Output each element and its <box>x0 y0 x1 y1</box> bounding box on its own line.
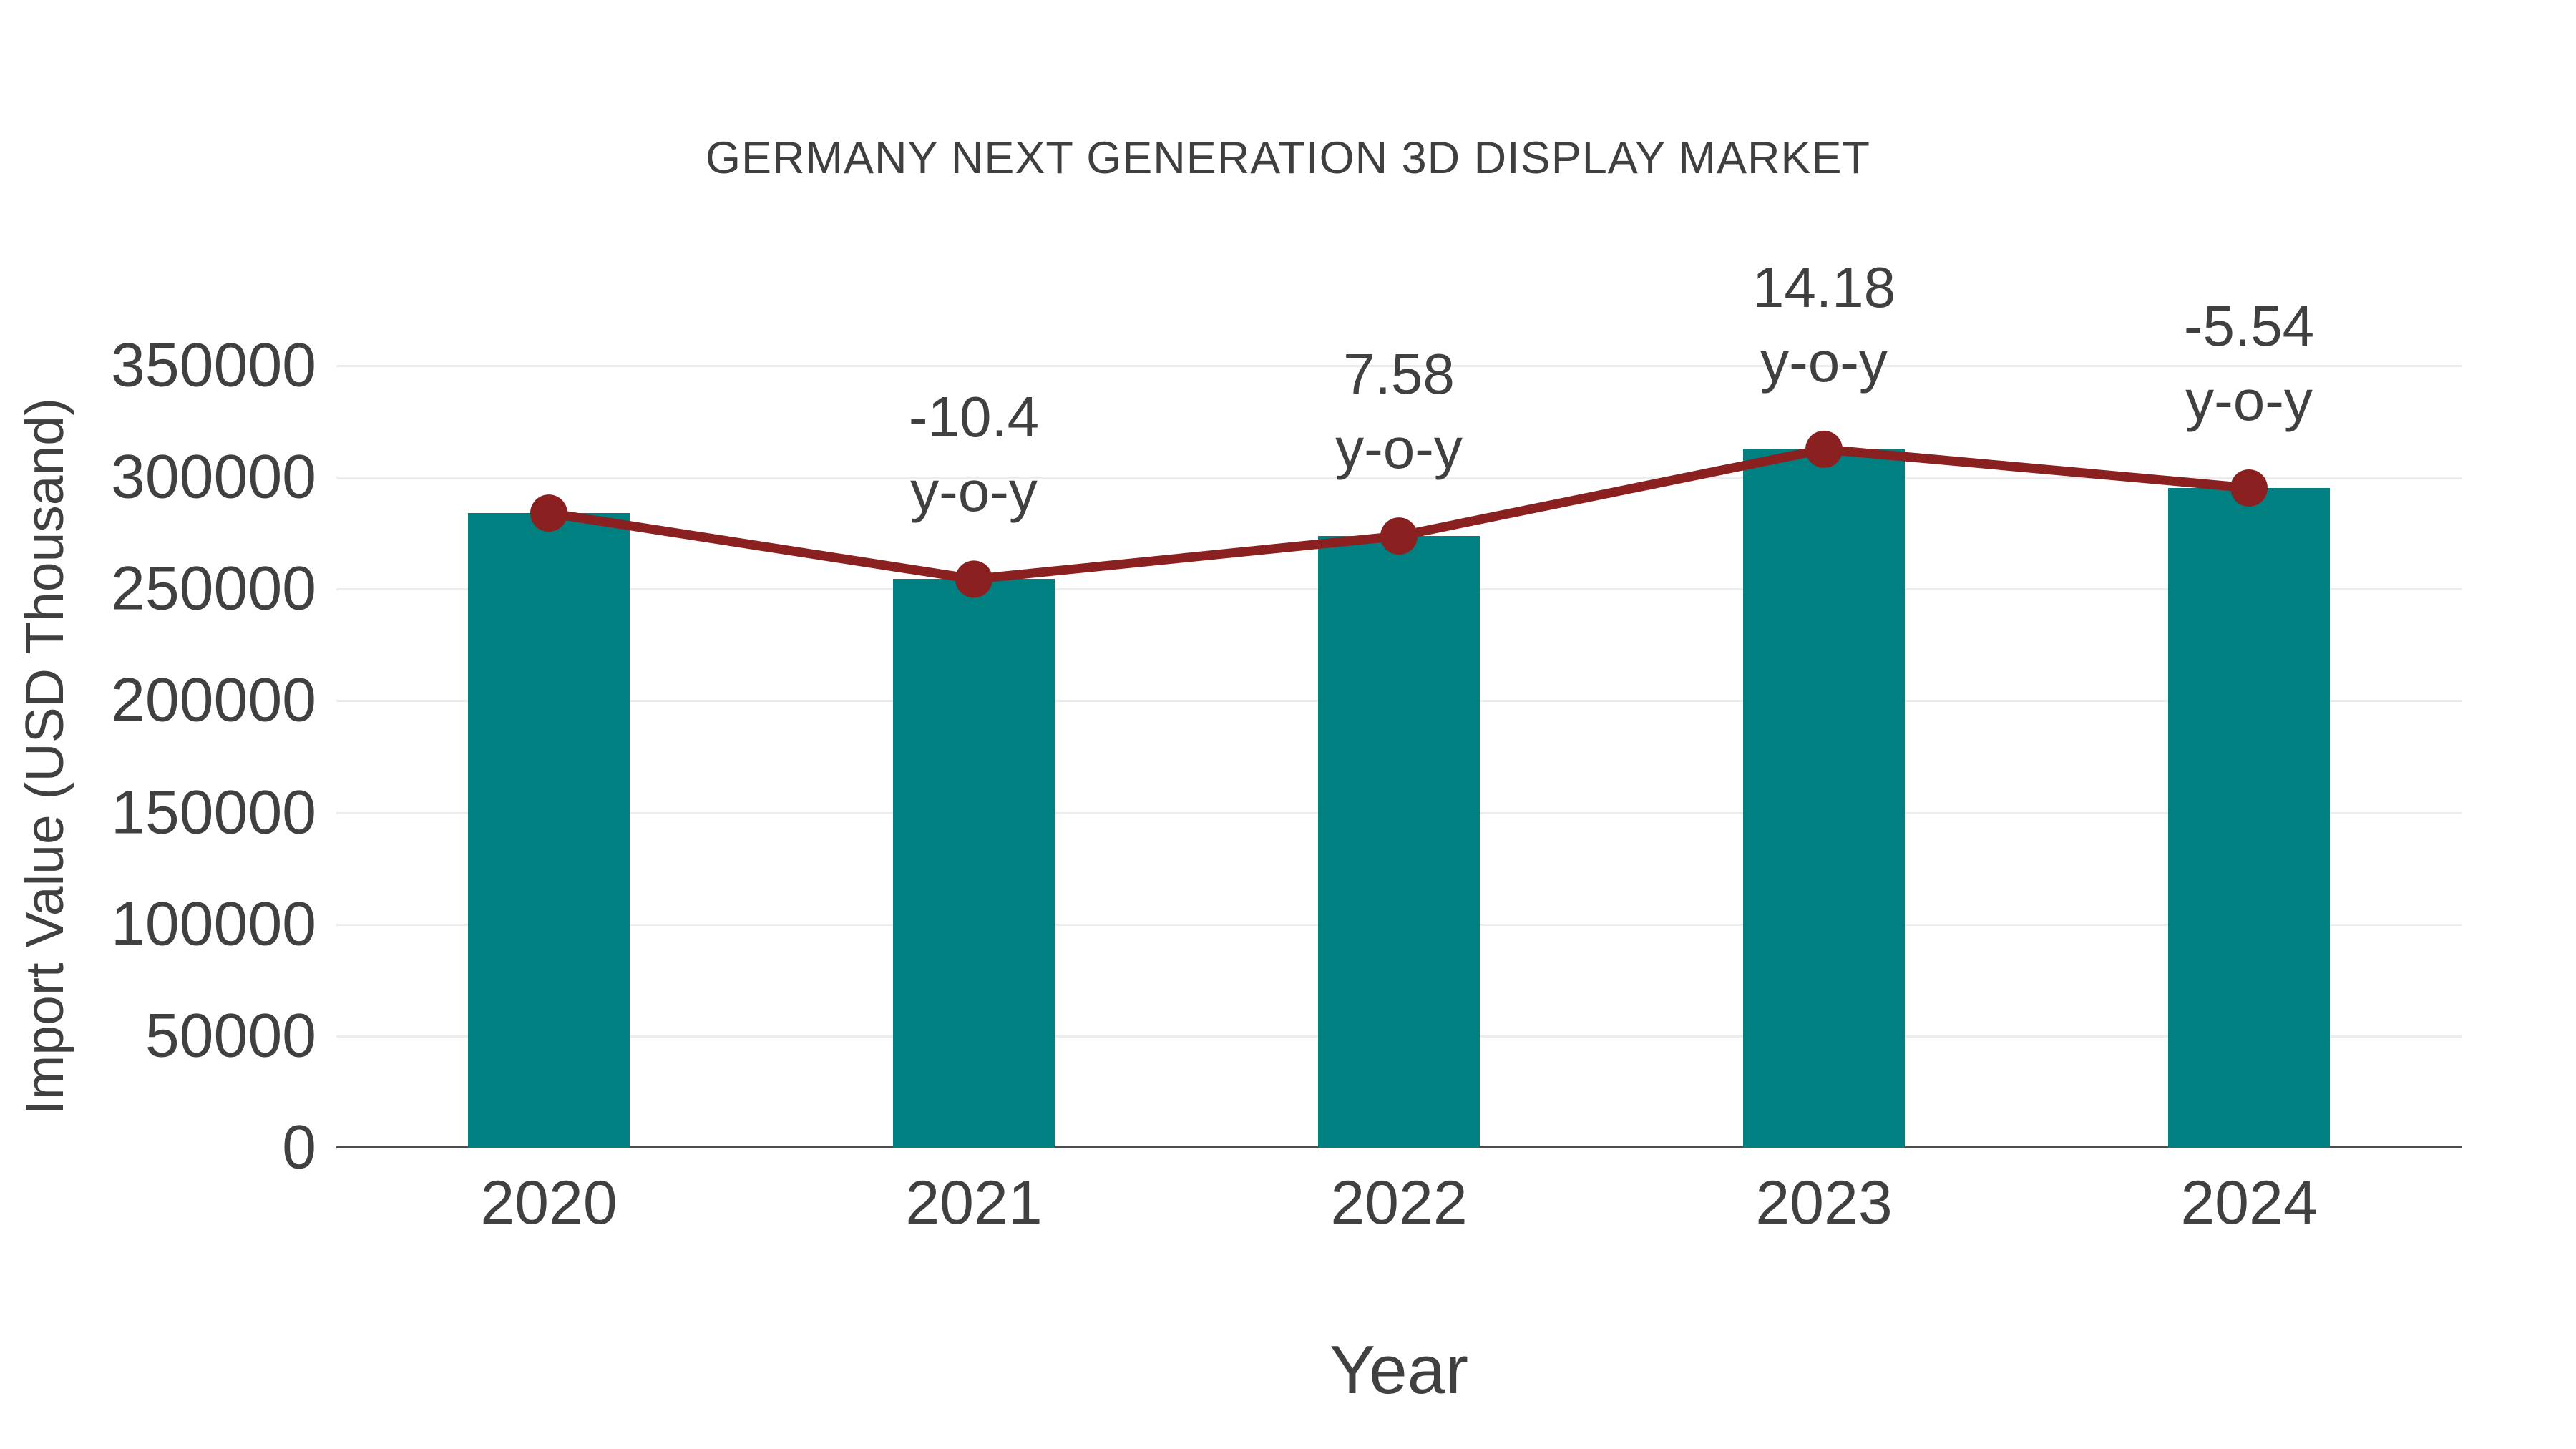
annotation-suffix: y-o-y <box>910 459 1038 523</box>
annotation-suffix: y-o-y <box>1760 330 1888 394</box>
annotation-value: -10.4 <box>908 385 1040 449</box>
bar-2021 <box>893 579 1055 1148</box>
x-tick-label-2023: 2023 <box>1755 1169 1893 1237</box>
y-tick-label-250000: 250000 <box>111 554 316 623</box>
plot-area: 0 50000 100000 150000 200000 250000 300000 3500… <box>111 255 2462 1237</box>
y-tick-label-100000: 100000 <box>111 889 316 959</box>
annotation-value: 7.58 <box>1343 342 1455 406</box>
line-series <box>530 430 2268 598</box>
x-axis-title: Year <box>1330 1332 1468 1408</box>
x-tick-label-2021: 2021 <box>905 1169 1043 1237</box>
line-marker-2022 <box>1380 517 1418 555</box>
x-tick-label-2020: 2020 <box>480 1169 618 1237</box>
gridline-350000 <box>336 365 2462 367</box>
line-marker-2021 <box>955 560 992 598</box>
annotation-2021: -10.4 y-o-y <box>909 380 1039 529</box>
annotation-2023: 14.18 y-o-y <box>1752 250 1896 399</box>
annotation-value: -5.54 <box>2183 294 2315 358</box>
x-tick-label-2022: 2022 <box>1330 1169 1468 1237</box>
y-tick-label-350000: 350000 <box>111 331 316 400</box>
annotation-suffix: y-o-y <box>2185 369 2313 432</box>
x-tick-label-2024: 2024 <box>2180 1169 2318 1237</box>
y-tick-label-0: 0 <box>282 1113 316 1182</box>
y-tick-label-50000: 50000 <box>145 1001 316 1070</box>
line-marker-2020 <box>530 494 567 532</box>
annotation-value: 14.18 <box>1752 255 1896 319</box>
chart-title: GERMANY NEXT GENERATION 3D DISPLAY MARKE… <box>705 133 1871 183</box>
y-tick-label-200000: 200000 <box>111 665 316 735</box>
line-marker-2024 <box>2230 469 2268 507</box>
annotation-2022: 7.58 y-o-y <box>1335 337 1463 486</box>
gridline-300000 <box>336 477 2462 479</box>
bar-2024 <box>2168 488 2330 1148</box>
line-marker-2023 <box>1805 430 1843 468</box>
annotation-suffix: y-o-y <box>1335 416 1463 480</box>
bar-2022 <box>1318 536 1480 1148</box>
annotation-2024: -5.54 y-o-y <box>2184 289 2314 438</box>
y-tick-label-150000: 150000 <box>111 778 316 847</box>
y-tick-label-300000: 300000 <box>111 442 316 512</box>
y-axis-title: Import Value (USD Thousand) <box>14 398 74 1115</box>
bar-2020 <box>468 513 630 1148</box>
bar-2023 <box>1743 449 1905 1148</box>
